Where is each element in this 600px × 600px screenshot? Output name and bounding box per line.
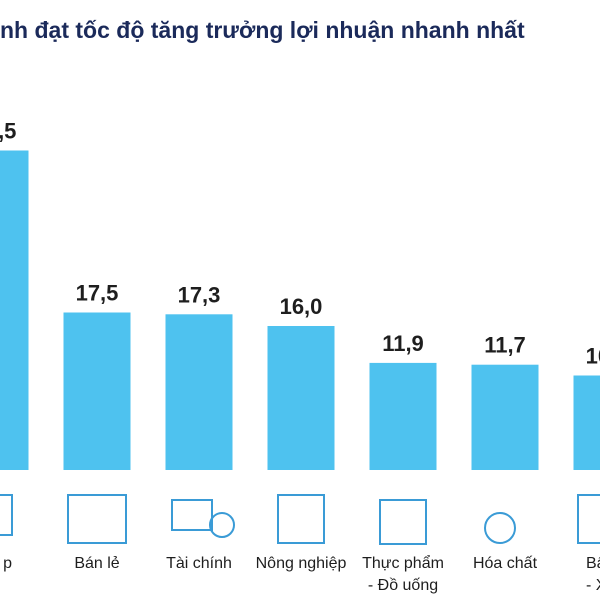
bar — [0, 150, 29, 470]
icon — [484, 512, 516, 544]
x-tick-label: Tài chính — [166, 555, 232, 572]
icon — [277, 494, 325, 544]
icon — [0, 494, 13, 536]
x-tick-label: - Xâ — [586, 577, 600, 594]
value-label: 11,9 — [382, 331, 424, 356]
value-label: 16,0 — [280, 294, 323, 319]
icon — [171, 499, 213, 531]
x-tick-label: Bất đ — [586, 555, 600, 572]
value-label: 11,7 — [484, 333, 526, 358]
value-label: 17,3 — [178, 282, 221, 307]
bar — [63, 312, 131, 470]
x-tick-label: Nông nghiệp — [256, 555, 347, 572]
icon — [379, 499, 427, 545]
value-label: 10,5 — [586, 344, 600, 369]
value-label: 35,5 — [0, 119, 16, 144]
icon — [577, 494, 600, 544]
x-tick-label: p — [3, 555, 12, 572]
bar — [165, 314, 233, 470]
x-tick-label: Thực phẩm — [362, 554, 444, 572]
x-tick-label: - Đồ uống — [368, 577, 438, 594]
value-label: 17,5 — [76, 281, 119, 306]
chart-title: nh đạt tốc độ tăng trưởng lợi nhuận nhan… — [0, 17, 525, 43]
x-tick-label: Bán lẻ — [74, 555, 119, 572]
bar — [369, 362, 437, 470]
x-tick-label: Hóa chất — [473, 555, 538, 572]
icon — [209, 512, 235, 538]
bar — [471, 364, 539, 470]
icon — [67, 494, 127, 544]
bar — [267, 326, 335, 470]
bar — [573, 375, 600, 470]
icons — [0, 494, 600, 545]
